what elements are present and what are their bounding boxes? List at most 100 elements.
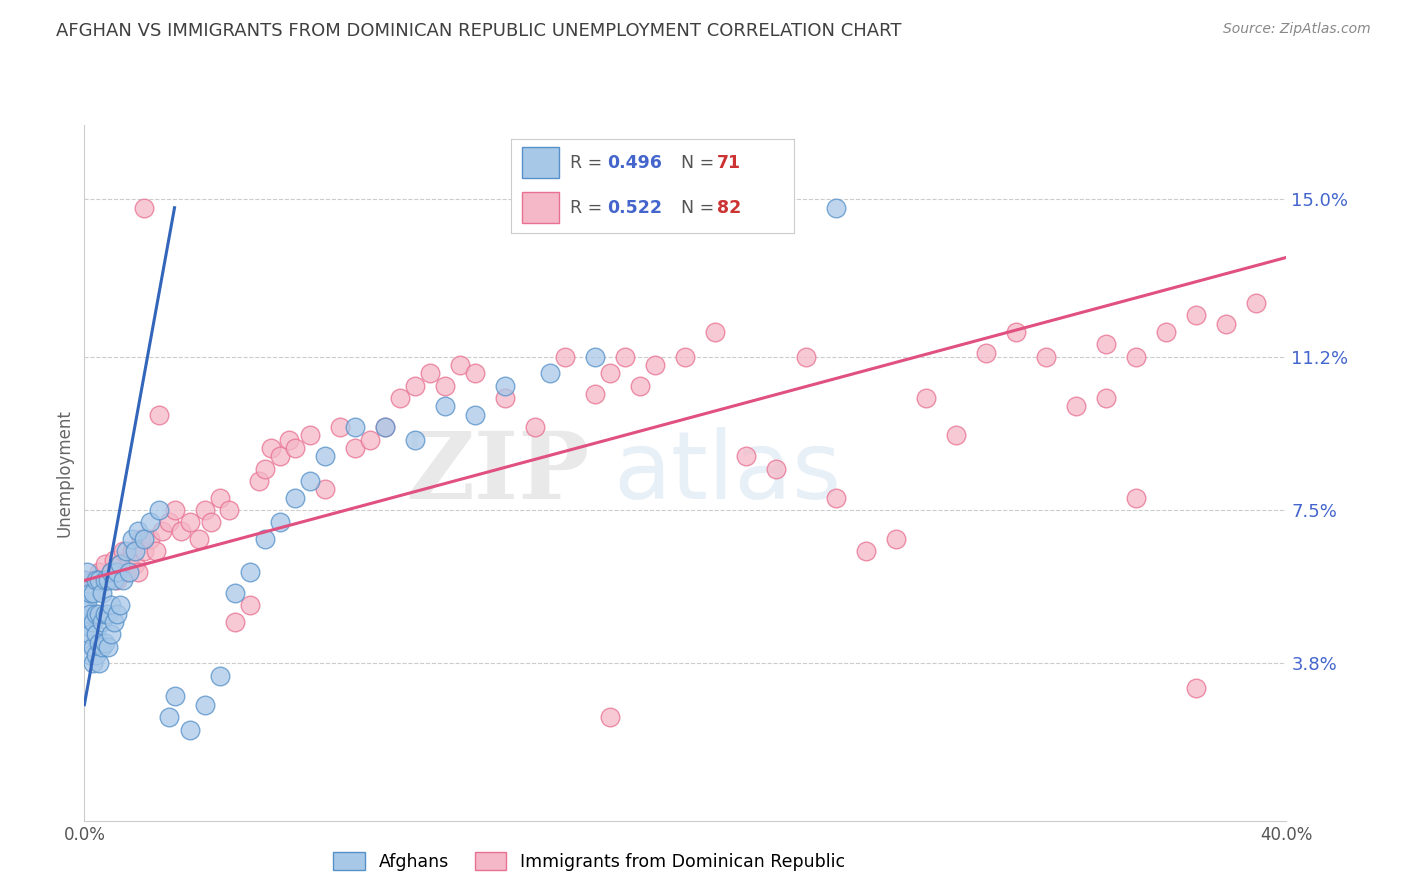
Point	[169, 524, 191, 538]
Point	[644, 358, 666, 372]
Point	[704, 325, 727, 339]
Point	[374, 420, 396, 434]
Point	[419, 367, 441, 381]
Point	[91, 586, 114, 600]
Point	[253, 461, 276, 475]
Point	[112, 574, 135, 588]
Point	[76, 594, 98, 608]
Point	[76, 635, 98, 649]
Point	[79, 627, 101, 641]
Point	[157, 516, 180, 530]
Point	[79, 648, 101, 662]
Y-axis label: Unemployment: Unemployment	[55, 409, 73, 537]
Point	[208, 491, 231, 505]
Point	[94, 607, 117, 621]
Point	[1185, 309, 1208, 323]
Point	[107, 607, 129, 621]
Point	[91, 615, 114, 629]
Point	[112, 544, 135, 558]
Point	[118, 565, 141, 579]
Point	[1125, 350, 1147, 364]
Point	[134, 544, 156, 558]
Point	[86, 627, 108, 641]
Point	[239, 565, 262, 579]
Point	[134, 201, 156, 215]
Point	[218, 503, 240, 517]
Point	[824, 201, 846, 215]
Point	[107, 565, 129, 579]
Point	[139, 516, 162, 530]
Point	[73, 574, 96, 588]
Point	[284, 491, 307, 505]
Point	[110, 557, 132, 571]
Point	[148, 503, 170, 517]
Point	[94, 557, 117, 571]
Point	[314, 483, 336, 497]
Text: AFGHAN VS IMMIGRANTS FROM DOMINICAN REPUBLIC UNEMPLOYMENT CORRELATION CHART: AFGHAN VS IMMIGRANTS FROM DOMINICAN REPU…	[56, 22, 901, 40]
Point	[359, 433, 381, 447]
Point	[1215, 317, 1237, 331]
Point	[855, 544, 877, 558]
Point	[73, 574, 96, 588]
Point	[115, 565, 138, 579]
Point	[89, 657, 111, 671]
Point	[110, 599, 132, 613]
Point	[82, 574, 104, 588]
Point	[187, 532, 209, 546]
Text: Source: ZipAtlas.com: Source: ZipAtlas.com	[1223, 22, 1371, 37]
Point	[145, 544, 167, 558]
Point	[179, 723, 201, 737]
Point	[434, 379, 457, 393]
Point	[86, 574, 108, 588]
Point	[464, 367, 486, 381]
Point	[124, 544, 146, 558]
Point	[554, 350, 576, 364]
Point	[73, 615, 96, 629]
Point	[79, 607, 101, 621]
Point	[89, 635, 111, 649]
Point	[103, 615, 125, 629]
Point	[194, 698, 217, 712]
Point	[374, 420, 396, 434]
Point	[118, 552, 141, 567]
Point	[794, 350, 817, 364]
Point	[121, 544, 143, 558]
Point	[163, 503, 186, 517]
Point	[765, 461, 787, 475]
Point	[127, 524, 149, 538]
Point	[298, 474, 321, 488]
Point	[1095, 391, 1118, 405]
Point	[82, 657, 104, 671]
Point	[343, 420, 366, 434]
Point	[103, 574, 125, 588]
Point	[404, 379, 426, 393]
Point	[152, 524, 174, 538]
Point	[524, 420, 547, 434]
Point	[100, 627, 122, 641]
Point	[97, 607, 120, 621]
Point	[284, 441, 307, 455]
Point	[82, 615, 104, 629]
Point	[148, 408, 170, 422]
Point	[945, 428, 967, 442]
Point	[115, 544, 138, 558]
Point	[124, 557, 146, 571]
Point	[89, 565, 111, 579]
Point	[1095, 337, 1118, 351]
Point	[494, 379, 516, 393]
Point	[100, 599, 122, 613]
Point	[79, 586, 101, 600]
Point	[163, 690, 186, 704]
Point	[1246, 296, 1268, 310]
Point	[329, 420, 352, 434]
Point	[239, 599, 262, 613]
Point	[82, 586, 104, 600]
Point	[224, 586, 246, 600]
Point	[314, 449, 336, 463]
Point	[107, 574, 129, 588]
Point	[974, 345, 997, 359]
Point	[404, 433, 426, 447]
Point	[94, 574, 117, 588]
Point	[76, 619, 98, 633]
Point	[134, 532, 156, 546]
